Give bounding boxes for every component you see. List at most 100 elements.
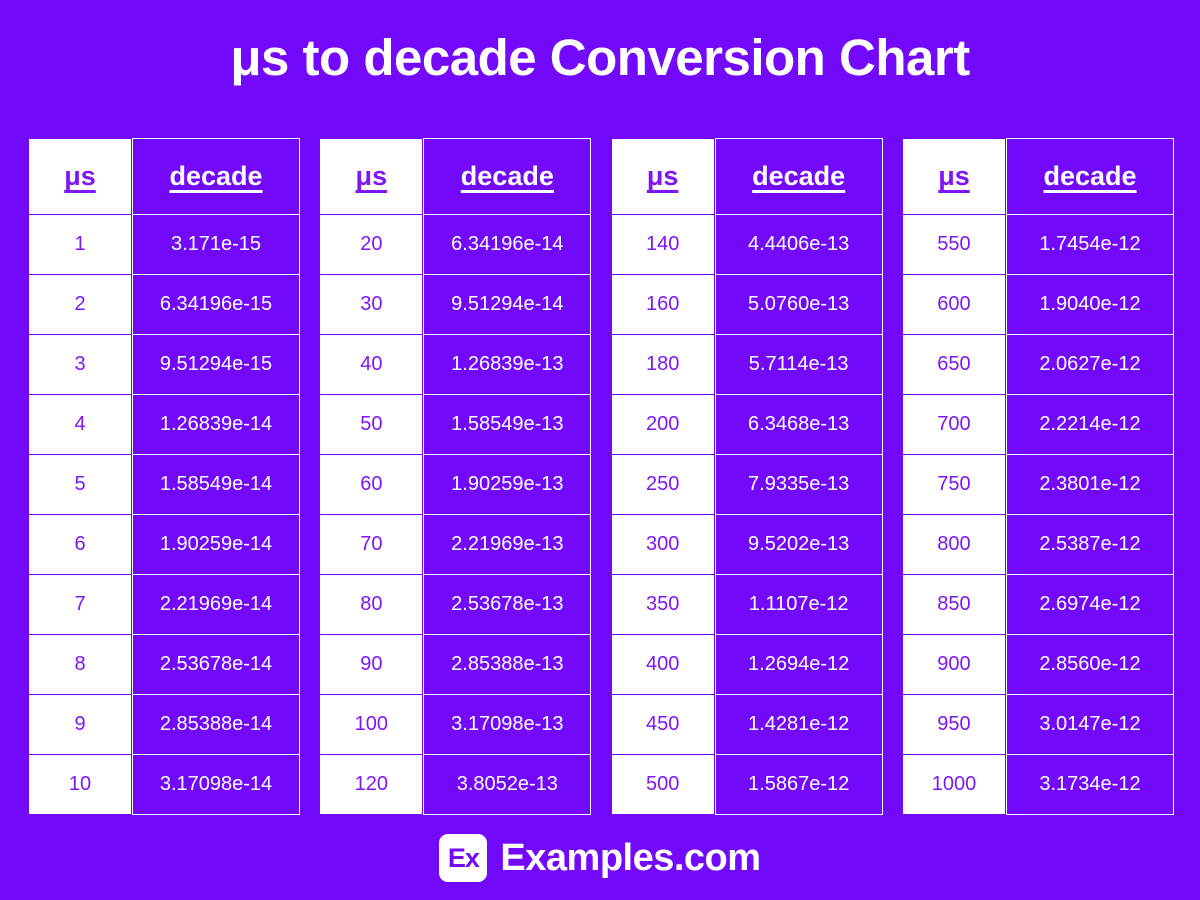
cell-decade-value: 1.58549e-14 xyxy=(132,455,300,515)
cell-microsecond-value: 50 xyxy=(319,395,424,455)
column-header-decade: decade xyxy=(423,138,592,215)
cell-decade-value: 1.7454e-12 xyxy=(1005,215,1174,275)
column-header-microsecond: μs xyxy=(319,138,424,215)
cell-decade-value: 3.17098e-13 xyxy=(423,695,592,755)
cell-decade-value: 5.7114e-13 xyxy=(714,335,883,395)
cell-microsecond-value: 120 xyxy=(319,755,424,815)
table-row: 9 2.85388e-14 xyxy=(28,695,300,755)
table-row: 650 2.0627e-12 xyxy=(901,335,1174,395)
cell-microsecond-value: 30 xyxy=(319,275,424,335)
table-row: 80 2.53678e-13 xyxy=(319,575,592,635)
cell-decade-value: 3.1734e-12 xyxy=(1005,755,1174,815)
table-row: 500 1.5867e-12 xyxy=(610,755,883,815)
cell-microsecond-value: 4 xyxy=(28,395,132,455)
table-header-row: μs decade xyxy=(901,138,1174,215)
table-row: 1 3.171e-15 xyxy=(28,215,300,275)
table-row: 160 5.0760e-13 xyxy=(610,275,883,335)
cell-decade-value: 2.6974e-12 xyxy=(1005,575,1174,635)
table-header-row: μs decade xyxy=(319,138,592,215)
cell-decade-value: 1.26839e-13 xyxy=(423,335,592,395)
cell-microsecond-value: 350 xyxy=(610,575,715,635)
table-row: 90 2.85388e-13 xyxy=(319,635,592,695)
table-row: 350 1.1107e-12 xyxy=(610,575,883,635)
cell-decade-value: 1.90259e-14 xyxy=(132,515,300,575)
cell-microsecond-value: 7 xyxy=(28,575,132,635)
cell-microsecond-value: 200 xyxy=(610,395,715,455)
cell-decade-value: 5.0760e-13 xyxy=(714,275,883,335)
cell-decade-value: 2.0627e-12 xyxy=(1005,335,1174,395)
table-row: 200 6.3468e-13 xyxy=(610,395,883,455)
cell-microsecond-value: 2 xyxy=(28,275,132,335)
cell-decade-value: 2.5387e-12 xyxy=(1005,515,1174,575)
cell-decade-value: 2.8560e-12 xyxy=(1005,635,1174,695)
brand-name-label: Examples.com xyxy=(500,836,761,879)
cell-decade-value: 1.90259e-13 xyxy=(423,455,592,515)
table-row: 450 1.4281e-12 xyxy=(610,695,883,755)
cell-decade-value: 9.51294e-15 xyxy=(132,335,300,395)
table-row: 750 2.3801e-12 xyxy=(901,455,1174,515)
cell-decade-value: 3.0147e-12 xyxy=(1005,695,1174,755)
cell-microsecond-value: 90 xyxy=(319,635,424,695)
cell-microsecond-value: 300 xyxy=(610,515,715,575)
cell-microsecond-value: 140 xyxy=(610,215,715,275)
column-header-microsecond-label: μs xyxy=(64,161,96,191)
cell-decade-value: 4.4406e-13 xyxy=(714,215,883,275)
cell-decade-value: 9.5202e-13 xyxy=(714,515,883,575)
table-row: 5 1.58549e-14 xyxy=(28,455,300,515)
cell-decade-value: 2.21969e-14 xyxy=(132,575,300,635)
cell-microsecond-value: 1 xyxy=(28,215,132,275)
cell-decade-value: 1.4281e-12 xyxy=(714,695,883,755)
table-row: 1000 3.1734e-12 xyxy=(901,755,1174,815)
cell-microsecond-value: 650 xyxy=(901,335,1006,395)
table-row: 10 3.17098e-14 xyxy=(28,755,300,815)
conversion-table: μs decade 140 4.4406e-13 160 5.0760e-13 180 5.7… xyxy=(610,138,883,815)
cell-microsecond-value: 1000 xyxy=(901,755,1006,815)
cell-decade-value: 3.17098e-14 xyxy=(132,755,300,815)
cell-decade-value: 2.2214e-12 xyxy=(1005,395,1174,455)
table-row: 850 2.6974e-12 xyxy=(901,575,1174,635)
table-row: 50 1.58549e-13 xyxy=(319,395,592,455)
table-row: 140 4.4406e-13 xyxy=(610,215,883,275)
column-header-decade-label: decade xyxy=(169,161,263,191)
cell-decade-value: 2.85388e-13 xyxy=(423,635,592,695)
table-row: 2 6.34196e-15 xyxy=(28,275,300,335)
cell-microsecond-value: 900 xyxy=(901,635,1006,695)
column-header-microsecond-label: μs xyxy=(355,161,388,191)
column-header-decade: decade xyxy=(132,138,300,215)
cell-microsecond-value: 950 xyxy=(901,695,1006,755)
table-row: 600 1.9040e-12 xyxy=(901,275,1174,335)
column-header-decade: decade xyxy=(714,138,883,215)
cell-microsecond-value: 450 xyxy=(610,695,715,755)
cell-microsecond-value: 70 xyxy=(319,515,424,575)
table-header-row: μs decade xyxy=(610,138,883,215)
table-row: 70 2.21969e-13 xyxy=(319,515,592,575)
cell-microsecond-value: 6 xyxy=(28,515,132,575)
cell-decade-value: 1.5867e-12 xyxy=(714,755,883,815)
table-row: 3 9.51294e-15 xyxy=(28,335,300,395)
column-header-microsecond: μs xyxy=(28,138,132,215)
cell-decade-value: 2.53678e-13 xyxy=(423,575,592,635)
column-header-decade-label: decade xyxy=(752,161,846,191)
cell-microsecond-value: 3 xyxy=(28,335,132,395)
cell-microsecond-value: 800 xyxy=(901,515,1006,575)
table-row: 550 1.7454e-12 xyxy=(901,215,1174,275)
conversion-table: μs decade 550 1.7454e-12 600 1.9040e-12 650 2.0… xyxy=(901,138,1174,815)
cell-microsecond-value: 550 xyxy=(901,215,1006,275)
cell-decade-value: 3.171e-15 xyxy=(132,215,300,275)
cell-microsecond-value: 80 xyxy=(319,575,424,635)
column-header-microsecond-label: μs xyxy=(938,161,970,191)
conversion-table: μs decade 20 6.34196e-14 30 9.51294e-14 40 1.26… xyxy=(319,138,592,815)
table-row: 100 3.17098e-13 xyxy=(319,695,592,755)
column-header-decade: decade xyxy=(1005,138,1174,215)
conversion-table: μs decade 1 3.171e-15 2 6.34196e-15 3 9.51294e-… xyxy=(28,138,300,815)
cell-decade-value: 2.21969e-13 xyxy=(423,515,592,575)
cell-microsecond-value: 40 xyxy=(319,335,424,395)
examples-logo-icon: Ex xyxy=(439,834,488,882)
cell-microsecond-value: 500 xyxy=(610,755,715,815)
cell-decade-value: 1.58549e-13 xyxy=(423,395,592,455)
table-row: 20 6.34196e-14 xyxy=(319,215,592,275)
cell-decade-value: 1.26839e-14 xyxy=(132,395,300,455)
cell-microsecond-value: 400 xyxy=(610,635,715,695)
cell-decade-value: 6.3468e-13 xyxy=(714,395,883,455)
table-row: 120 3.8052e-13 xyxy=(319,755,592,815)
